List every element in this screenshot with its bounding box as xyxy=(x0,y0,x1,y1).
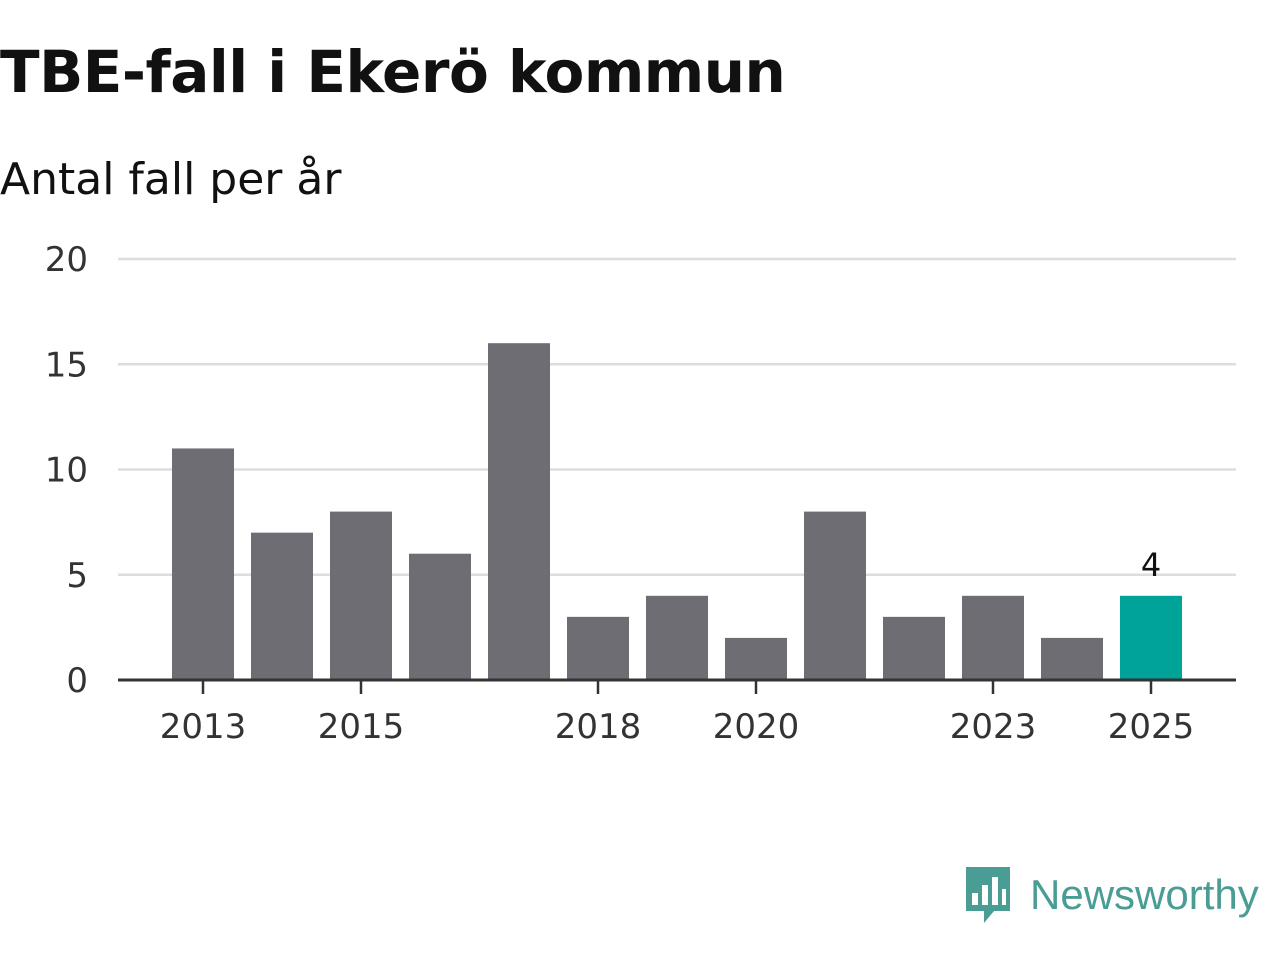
bar xyxy=(804,511,866,680)
bar xyxy=(409,553,471,680)
chart-title: TBE-fall i Ekerö kommun xyxy=(0,38,786,106)
bar-value-label: 4 xyxy=(1141,546,1161,584)
bar-chart: 4 0 5 10 15 20 2013 2015 2018 2020 2023 2025 xyxy=(45,240,1236,747)
grid-lines xyxy=(118,257,1236,576)
chart-subtitle: Antal fall per år xyxy=(0,154,342,205)
bar xyxy=(962,595,1024,680)
bar xyxy=(567,616,629,680)
data-labels: 4 xyxy=(1141,546,1161,584)
y-tick-label: 15 xyxy=(45,345,88,385)
y-tick-label: 0 xyxy=(66,661,88,701)
x-tick-label: 2025 xyxy=(1108,707,1195,747)
bar xyxy=(172,448,234,680)
logo-text: Newsworthy xyxy=(1030,871,1259,918)
x-tick-label: 2023 xyxy=(950,707,1037,747)
bar xyxy=(488,343,550,680)
y-tick-label: 10 xyxy=(45,451,88,491)
bar xyxy=(883,616,945,680)
y-tick-label: 5 xyxy=(66,556,88,596)
bars xyxy=(172,343,1182,680)
x-tick-label: 2015 xyxy=(318,707,405,747)
newsworthy-logo: Newsworthy xyxy=(962,862,1259,928)
bar xyxy=(646,595,708,680)
bar xyxy=(1041,637,1103,680)
bar-highlight xyxy=(1120,595,1182,680)
bar xyxy=(725,637,787,680)
x-tick-label: 2018 xyxy=(555,707,642,747)
y-tick-label: 20 xyxy=(45,240,88,280)
x-tick-label: 2013 xyxy=(160,707,247,747)
x-tick-label: 2020 xyxy=(713,707,800,747)
bar xyxy=(251,532,313,680)
bar xyxy=(330,511,392,680)
axes: 0 5 10 15 20 2013 2015 2018 2020 2023 2025 xyxy=(45,240,1236,747)
newsworthy-logo-icon xyxy=(966,867,1010,923)
